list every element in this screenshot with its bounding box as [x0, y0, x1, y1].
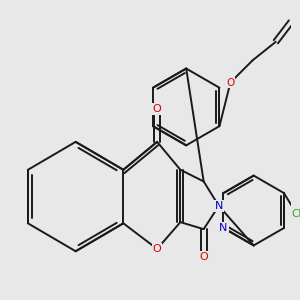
Text: N: N — [214, 201, 223, 211]
Text: O: O — [199, 252, 208, 262]
Text: O: O — [153, 104, 161, 114]
Text: Cl: Cl — [292, 209, 300, 219]
Text: O: O — [153, 244, 161, 254]
Text: O: O — [226, 77, 235, 88]
Text: N: N — [219, 223, 228, 233]
